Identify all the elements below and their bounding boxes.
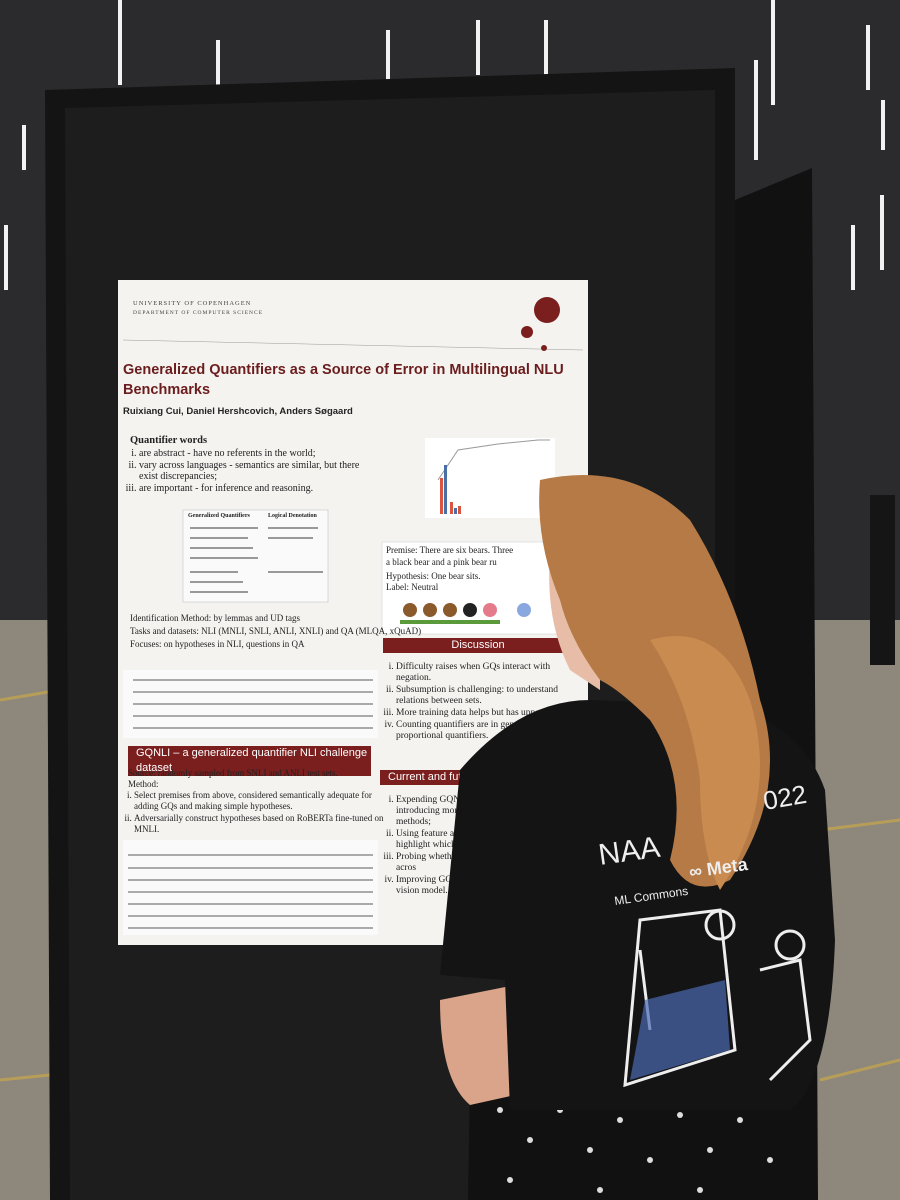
premise: a black bear and a pink bear ru: [386, 557, 497, 567]
list-item: are important - for inference and reason…: [139, 483, 374, 494]
source: Source: randomly sampled from SNLI and A…: [128, 768, 338, 778]
list-item: Counting quantifiers are in general easi…: [396, 720, 586, 742]
section-bar: Discussion: [383, 638, 573, 653]
method-list: Select premises from above, considered s…: [118, 790, 394, 836]
list-item: Select premises from above, considered s…: [134, 790, 394, 812]
table-header: Logical Denotation: [268, 513, 317, 519]
table-header: Generalized Quantifiers: [188, 513, 250, 519]
department: DEPARTMENT OF COMPUTER SCIENCE: [133, 310, 264, 316]
poster-title: Generalized Quantifiers as a Source of E…: [123, 362, 564, 398]
list-item: are abstract - have no referents in the …: [139, 448, 374, 459]
list-item: Using feature attrib highlight which p: [396, 829, 506, 851]
method: Method:: [128, 779, 159, 789]
list-item: Adversarially construct hypotheses based…: [134, 813, 394, 835]
discussion-list: Difficulty raises when GQs interact with…: [380, 662, 586, 743]
identification: Identification Method: by lemmas and UD …: [130, 613, 300, 623]
list-item: Expending GQNLI to introducing more div …: [396, 795, 506, 828]
focuses: Focuses: on hypotheses in NLI, questions…: [130, 639, 305, 649]
shirt-text: 022: [761, 779, 809, 816]
list-item: Probing whether equivalent acros: [396, 852, 506, 874]
label: Label: Neutral: [386, 582, 439, 592]
tasks: Tasks and datasets: NLI (MNLI, SNLI, ANL…: [130, 626, 422, 636]
poster: UNIVERSITY OF COPENHAGEN DEPARTMENT OF C…: [118, 280, 588, 945]
list-item: Improving GQ system, vision model.: [396, 875, 506, 897]
list-item: More training data helps but has upper b…: [396, 708, 586, 719]
list-item: vary across languages - semantics are si…: [139, 460, 374, 482]
hypothesis: Hypothesis: One bear sits.: [386, 571, 481, 581]
list-item: Difficulty raises when GQs interact with…: [396, 662, 586, 684]
university: UNIVERSITY OF COPENHAGEN: [133, 300, 252, 307]
section-bar: GQNLI – a generalized quantifier NLI cha…: [128, 746, 371, 776]
list-item: Subsumption is challenging: to understan…: [396, 685, 586, 707]
quantifier-list: are abstract - have no referents in the …: [123, 448, 374, 495]
section-heading: Quantifier words: [130, 435, 208, 446]
poster-graphics: [122, 297, 588, 935]
future-list: Expending GQNLI to introducing more div …: [380, 795, 506, 898]
authors: Ruixiang Cui, Daniel Hershcovich, Anders…: [123, 406, 353, 417]
premise: Premise: There are six bears. Three: [386, 545, 514, 555]
